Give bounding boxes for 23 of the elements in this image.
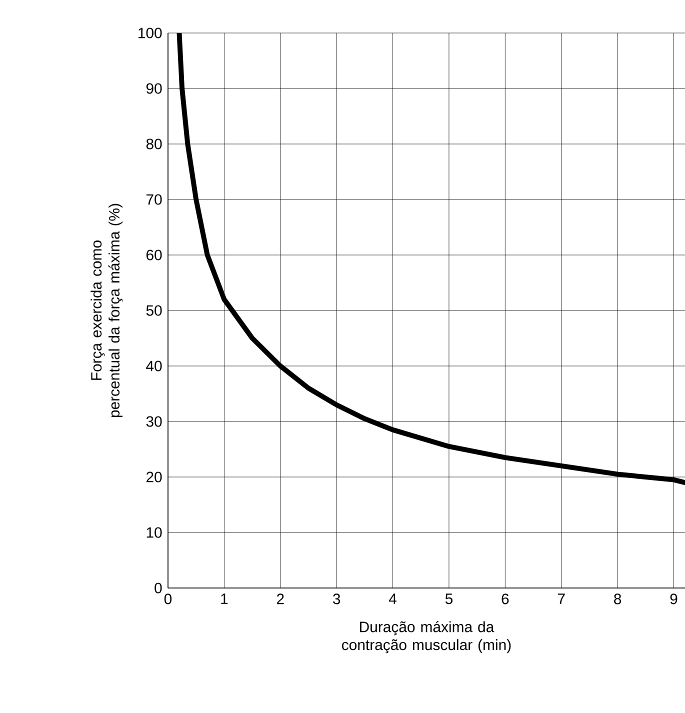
y-tick-label: 0: [154, 582, 162, 594]
x-tick-label: 7: [558, 594, 565, 604]
y-axis-title: Força exercida como percentual da força máxima (%): [90, 204, 123, 418]
x-tick-label: 0: [164, 594, 172, 604]
y-tick-label: 100: [138, 28, 162, 38]
y-tick-label: 80: [146, 138, 162, 150]
x-tick-label: 8: [614, 594, 622, 604]
y-tick-label: 50: [146, 305, 162, 316]
x-tick-label: 3: [332, 594, 340, 604]
x-tick-label: 4: [388, 594, 397, 604]
x-axis-title: Duração máxima da contração muscular (min): [342, 621, 511, 654]
y-tick-label: 10: [146, 527, 162, 538]
y-tick-label: 60: [146, 250, 162, 260]
y-tick-label: 30: [146, 416, 162, 427]
y-tick-label: 90: [146, 83, 162, 94]
x-tick-label: 5: [445, 594, 453, 604]
y-tick-label: 40: [146, 360, 162, 372]
x-tick-label: 9: [670, 594, 678, 604]
x-tick-label: 6: [502, 594, 509, 604]
x-tick-label: 1: [221, 594, 228, 604]
x-tick-label: 2: [276, 594, 284, 604]
y-tick-label: 70: [146, 194, 162, 205]
y-tick-label: 20: [146, 472, 162, 482]
